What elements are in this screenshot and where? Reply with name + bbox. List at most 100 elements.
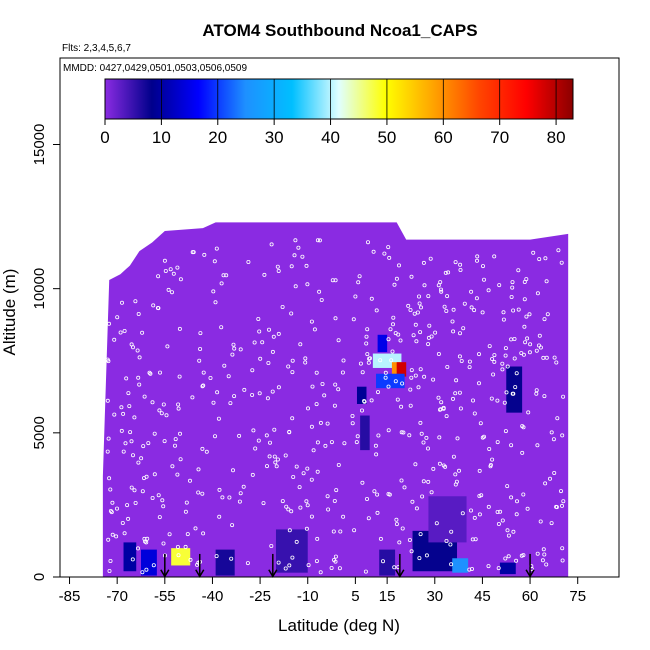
- sample-point: [473, 537, 478, 542]
- sample-point: [315, 440, 320, 445]
- sample-point: [388, 327, 393, 332]
- sample-point: [217, 514, 222, 519]
- sample-point: [454, 479, 459, 484]
- sample-point: [367, 356, 372, 361]
- sample-point: [520, 450, 525, 455]
- flights-note: Flts: 2,3,4,5,6,7: [62, 43, 131, 54]
- sample-point: [561, 394, 566, 399]
- sample-point: [283, 453, 288, 458]
- sample-point: [232, 394, 237, 399]
- sample-point: [457, 390, 462, 395]
- sample-point: [443, 270, 448, 275]
- heat-cell: [506, 366, 523, 413]
- sample-point: [477, 512, 482, 517]
- sample-point: [525, 336, 530, 341]
- sample-point: [291, 474, 296, 479]
- sample-point: [474, 296, 479, 301]
- sample-point: [183, 544, 188, 549]
- sample-point: [375, 492, 380, 497]
- x-tick-label: 60: [522, 588, 539, 605]
- sample-point: [410, 499, 415, 504]
- sample-point: [418, 305, 423, 310]
- sample-point: [305, 466, 310, 471]
- sample-point: [289, 509, 294, 514]
- sample-point: [220, 495, 225, 500]
- sample-point: [151, 303, 156, 308]
- sample-point: [399, 478, 404, 483]
- sample-point: [534, 348, 539, 353]
- sample-point: [161, 541, 166, 546]
- sample-point: [275, 457, 280, 462]
- sample-point: [356, 280, 361, 285]
- sample-point: [273, 460, 278, 465]
- sample-point: [458, 267, 463, 272]
- sample-point: [133, 500, 138, 505]
- sample-point: [317, 238, 322, 243]
- sample-point: [490, 356, 495, 361]
- sample-point: [276, 268, 281, 273]
- sample-point: [151, 563, 156, 568]
- sample-point: [444, 539, 449, 544]
- colorbar-tick-label: 20: [208, 128, 227, 147]
- sample-point: [390, 349, 395, 354]
- sample-point: [535, 443, 540, 448]
- sample-point: [341, 514, 346, 519]
- sample-point: [426, 335, 431, 340]
- sample-point: [264, 464, 269, 469]
- sample-point: [352, 528, 357, 533]
- sample-point: [527, 350, 532, 355]
- sample-point: [365, 240, 370, 245]
- sample-point: [375, 510, 380, 515]
- sample-point: [418, 532, 423, 537]
- sample-point: [185, 532, 190, 537]
- sample-point: [486, 288, 491, 293]
- sample-point: [270, 389, 275, 394]
- sample-point: [201, 383, 206, 388]
- heat-cell: [428, 496, 467, 543]
- sample-point: [126, 516, 131, 521]
- sample-point: [500, 361, 505, 366]
- sample-point: [187, 478, 192, 483]
- sample-point: [449, 562, 454, 567]
- sample-point: [421, 440, 426, 445]
- sample-point: [413, 462, 418, 467]
- sample-point: [200, 446, 205, 451]
- sample-point: [139, 456, 144, 461]
- sample-point: [298, 505, 303, 510]
- sample-point: [365, 327, 370, 332]
- colorbar-tick-label: 30: [265, 128, 284, 147]
- sample-point: [289, 264, 294, 269]
- sample-point: [431, 377, 436, 382]
- sample-point: [396, 263, 401, 268]
- sample-point: [382, 251, 387, 256]
- sample-point: [392, 282, 397, 287]
- sample-point: [330, 278, 335, 283]
- sample-point: [500, 518, 505, 523]
- sample-point: [123, 441, 128, 446]
- sample-point: [106, 359, 111, 364]
- sample-point: [312, 327, 317, 332]
- sample-point: [201, 531, 206, 536]
- sample-point: [443, 464, 448, 469]
- sample-point: [260, 340, 265, 345]
- sample-point: [486, 504, 491, 509]
- sample-point: [145, 536, 150, 541]
- sample-point: [251, 428, 256, 433]
- sample-point: [436, 395, 441, 400]
- sample-point: [105, 398, 110, 403]
- x-tick-label: 45: [474, 588, 491, 605]
- sample-point: [476, 381, 481, 386]
- sample-point: [160, 498, 165, 503]
- sample-point: [453, 260, 458, 265]
- sample-point: [176, 406, 181, 411]
- sample-point: [427, 323, 432, 328]
- sample-point: [274, 464, 279, 469]
- sample-point: [411, 333, 416, 338]
- sample-point: [491, 372, 496, 377]
- sample-point: [126, 391, 131, 396]
- sample-point: [137, 355, 142, 360]
- sample-point: [168, 267, 173, 272]
- plot-area: [59, 57, 620, 578]
- sample-point: [399, 404, 404, 409]
- sample-point: [266, 327, 271, 332]
